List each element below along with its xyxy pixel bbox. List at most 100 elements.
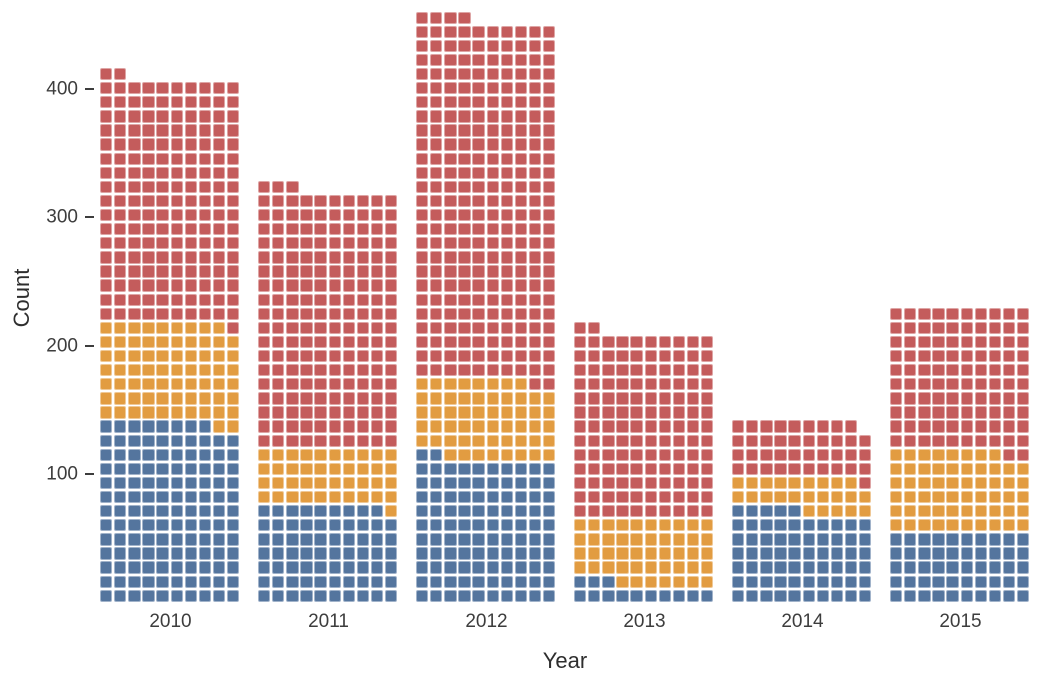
waffle-square-red-2011 [384, 406, 398, 419]
waffle-square-red-2012 [416, 67, 429, 81]
waffle-square-orange-2012 [514, 392, 528, 405]
waffle-square-red-2012 [444, 96, 457, 109]
waffle-square-red-2012 [430, 96, 443, 109]
waffle-square-orange-2013 [588, 533, 601, 546]
waffle-square-red-2012 [444, 152, 457, 165]
waffle-square-orange-2010 [128, 392, 141, 405]
waffle-square-red-2013 [602, 335, 615, 349]
waffle-square-red-2012 [514, 124, 528, 137]
waffle-square-blue-2010 [226, 519, 240, 532]
waffle-square-red-2011 [286, 392, 299, 405]
waffle-square-blue-2012 [416, 519, 429, 532]
waffle-square-red-2011 [258, 349, 271, 363]
waffle-square-blue-2010 [198, 462, 212, 476]
waffle-square-red-2012 [444, 138, 457, 151]
waffle-square-orange-2013 [658, 575, 671, 588]
waffle-square-blue-2015 [974, 589, 987, 602]
waffle-square-orange-2013 [616, 519, 629, 532]
waffle-square-red-2015 [890, 321, 903, 335]
waffle-square-blue-2010 [100, 547, 113, 560]
waffle-square-red-2012 [500, 293, 513, 306]
waffle-square-red-2011 [272, 194, 285, 208]
waffle-square-blue-2012 [514, 519, 528, 532]
waffle-square-red-2010 [128, 138, 141, 151]
waffle-square-red-2010 [142, 152, 155, 165]
waffle-square-blue-2012 [458, 462, 471, 476]
waffle-square-red-2011 [356, 406, 370, 419]
waffle-square-blue-2015 [932, 575, 945, 588]
waffle-square-orange-2011 [342, 476, 355, 490]
waffle-square-blue-2012 [514, 533, 528, 546]
waffle-square-orange-2010 [114, 406, 127, 419]
waffle-square-red-2012 [416, 166, 429, 179]
waffle-square-red-2011 [384, 307, 398, 320]
waffle-square-orange-2010 [114, 392, 127, 405]
waffle-square-red-2012 [458, 110, 471, 123]
waffle-square-red-2012 [500, 364, 513, 377]
waffle-square-blue-2014 [788, 575, 801, 588]
waffle-square-red-2012 [458, 293, 471, 306]
waffle-square-blue-2010 [170, 448, 183, 461]
waffle-square-blue-2012 [430, 448, 443, 461]
waffle-square-red-2010 [128, 279, 141, 292]
waffle-square-blue-2011 [286, 505, 299, 518]
waffle-square-blue-2010 [184, 519, 197, 532]
waffle-square-orange-2011 [300, 476, 313, 490]
waffle-square-orange-2014 [746, 490, 759, 504]
waffle-square-red-2013 [602, 505, 615, 518]
waffle-square-blue-2010 [114, 476, 127, 490]
waffle-square-blue-2015 [1016, 533, 1030, 546]
waffle-square-red-2014 [802, 462, 815, 476]
waffle-square-red-2011 [286, 307, 299, 320]
waffle-square-red-2010 [212, 124, 226, 137]
waffle-square-red-2012 [458, 152, 471, 165]
waffle-square-blue-2011 [356, 519, 370, 532]
waffle-square-red-2015 [904, 406, 917, 419]
waffle-square-red-2015 [1016, 378, 1030, 391]
waffle-square-red-2011 [384, 223, 398, 236]
y-tick-label-300: 300 [46, 206, 78, 228]
waffle-square-red-2010 [114, 124, 127, 137]
waffle-square-red-2015 [988, 307, 1002, 320]
waffle-square-red-2012 [430, 166, 443, 179]
waffle-square-red-2011 [314, 378, 327, 391]
waffle-square-red-2012 [500, 96, 513, 109]
waffle-square-blue-2011 [356, 589, 370, 602]
waffle-square-red-2015 [946, 434, 959, 447]
waffle-square-blue-2012 [472, 561, 485, 574]
waffle-square-orange-2014 [760, 490, 773, 504]
x-tick-label-2012: 2012 [465, 611, 508, 632]
waffle-square-orange-2015 [932, 505, 945, 518]
waffle-square-blue-2010 [226, 505, 240, 518]
waffle-square-blue-2012 [542, 533, 556, 546]
waffle-square-blue-2012 [416, 476, 429, 490]
waffle-square-blue-2015 [904, 533, 917, 546]
waffle-square-orange-2015 [988, 476, 1002, 490]
waffle-square-blue-2012 [528, 476, 542, 490]
waffle-square-red-2012 [486, 39, 499, 53]
waffle-square-red-2011 [286, 420, 299, 433]
waffle-square-blue-2014 [788, 519, 801, 532]
waffle-square-orange-2014 [774, 476, 787, 490]
waffle-square-red-2012 [472, 307, 485, 320]
waffle-square-red-2015 [1016, 448, 1030, 461]
waffle-square-orange-2010 [198, 321, 212, 335]
waffle-square-orange-2013 [588, 519, 601, 532]
waffle-square-orange-2012 [472, 448, 485, 461]
waffle-square-red-2013 [588, 505, 601, 518]
waffle-square-orange-2010 [100, 335, 113, 349]
waffle-square-blue-2015 [1002, 547, 1016, 560]
waffle-square-red-2015 [890, 392, 903, 405]
waffle-square-orange-2013 [686, 561, 700, 574]
waffle-square-blue-2012 [528, 561, 542, 574]
waffle-square-red-2013 [658, 378, 671, 391]
waffle-square-red-2010 [198, 138, 212, 151]
waffle-square-blue-2015 [946, 547, 959, 560]
waffle-square-blue-2011 [384, 519, 398, 532]
waffle-square-red-2010 [100, 152, 113, 165]
waffle-square-orange-2015 [890, 490, 903, 504]
waffle-square-orange-2012 [486, 434, 499, 447]
waffle-square-blue-2015 [974, 533, 987, 546]
waffle-square-orange-2011 [272, 448, 285, 461]
waffle-square-blue-2010 [226, 476, 240, 490]
